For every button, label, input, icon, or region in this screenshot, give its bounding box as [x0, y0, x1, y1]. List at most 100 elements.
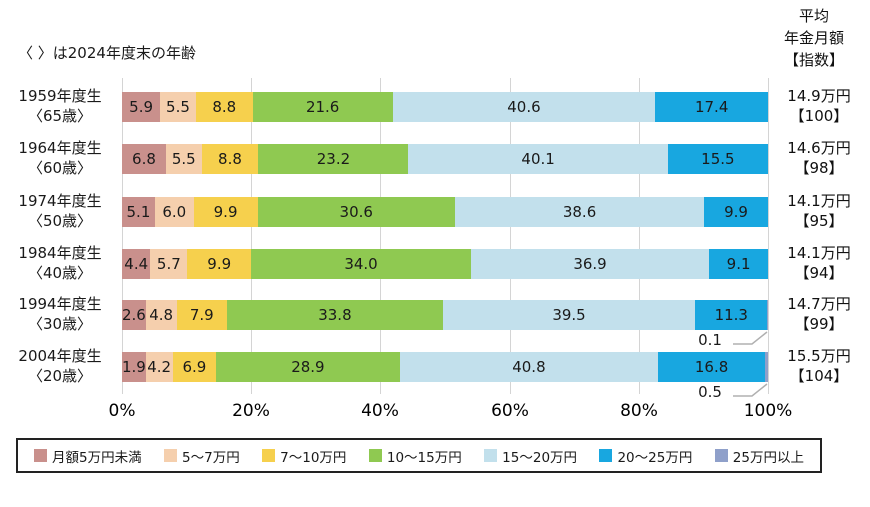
avg-amount: 14.1万円	[787, 244, 851, 262]
bar-1964: 6.8 5.5 8.8 23.2 40.1 15.5	[122, 144, 768, 174]
bar-segment: 39.5	[442, 300, 696, 330]
callout-1994: 0.1	[698, 331, 722, 349]
bar-segment: 6.0	[154, 197, 194, 227]
segment-value: 5.9	[129, 98, 154, 116]
avg-amount: 14.6万円	[787, 139, 851, 157]
segment-value: 39.5	[552, 306, 586, 324]
bar-segment: 5.5	[165, 144, 202, 174]
segment-value: 9.1	[726, 255, 751, 273]
bar-segment: 8.8	[195, 92, 253, 122]
bar-segment: 40.8	[399, 352, 659, 382]
bar-segment: 4.4	[122, 249, 151, 279]
category-year: 1994年度生	[18, 295, 102, 313]
segment-value: 5.7	[156, 255, 181, 273]
legend-swatch-icon	[368, 449, 382, 462]
bar-1974: 5.1 6.0 9.9 30.6 38.6 9.9	[122, 197, 768, 227]
legend-swatch-icon	[599, 449, 613, 462]
segment-value: 2.6	[122, 306, 146, 324]
legend-label: 10〜15万円	[386, 449, 462, 466]
category-label-1959: 1959年度生 〈65歳〉	[2, 86, 118, 127]
legend-item-under-5: 月額5万円未満	[34, 446, 142, 466]
segment-value: 8.8	[218, 150, 242, 168]
bar-segment: 5.9	[122, 92, 161, 122]
legend-swatch-icon	[164, 449, 178, 462]
segment-value: 5.5	[166, 98, 190, 116]
segment-value: 17.4	[694, 98, 729, 116]
avg-index: 【95】	[794, 212, 844, 231]
avg-index: 【100】	[789, 107, 849, 126]
legend-item-10-15: 10〜15万円	[368, 446, 462, 466]
avg-header-line1: 平均	[798, 7, 829, 25]
avg-label-1959: 14.9万円 【100】	[770, 86, 868, 127]
avg-index: 【104】	[789, 367, 849, 386]
bar-segment: 36.9	[470, 249, 710, 279]
segment-value: 9.9	[207, 255, 232, 273]
segment-value: 8.8	[212, 98, 237, 116]
gridline-20	[251, 78, 252, 394]
bar-segment: 9.1	[709, 249, 768, 279]
segment-value: 5.5	[171, 150, 196, 168]
bar-segment: 2.6	[122, 300, 146, 330]
avg-label-1964: 14.6万円 【98】	[770, 138, 868, 179]
legend-item-5-7: 5〜7万円	[164, 446, 240, 466]
bar-segment: 34.0	[251, 249, 471, 279]
bar-segment: 17.4	[655, 92, 768, 122]
segment-value: 6.9	[182, 358, 207, 376]
segment-value: 21.6	[305, 98, 340, 116]
bar-segment: 8.8	[201, 144, 259, 174]
bar-2004: 1.9 4.2 6.9 28.9 40.8 16.8	[122, 352, 769, 382]
bar-segment: 6.8	[122, 144, 166, 174]
segment-value: 9.9	[213, 203, 238, 221]
avg-label-1994: 14.7万円 【99】	[770, 294, 868, 335]
segment-value: 38.6	[562, 203, 597, 221]
bar-segment	[764, 352, 769, 382]
bar-1984: 4.4 5.7 9.9 34.0 36.9 9.1	[122, 249, 768, 279]
bar-segment	[767, 300, 768, 330]
bar-1959: 5.9 5.5 8.8 21.6 40.6 17.4	[122, 92, 768, 122]
segment-value: 34.0	[344, 255, 378, 273]
legend-label: 月額5万円未満	[52, 449, 142, 466]
category-label-1974: 1974年度生 〈50歳〉	[2, 191, 118, 232]
category-age: 〈40歳〉	[27, 264, 93, 283]
legend-label: 25万円以上	[732, 449, 804, 466]
category-year: 1959年度生	[18, 87, 102, 105]
bar-segment: 28.9	[216, 352, 400, 382]
segment-value: 40.1	[521, 150, 555, 168]
legend-label: 15〜20万円	[502, 449, 578, 466]
legend-swatch-icon	[262, 449, 276, 462]
category-year: 1974年度生	[18, 192, 102, 210]
bar-segment: 9.9	[704, 197, 768, 227]
segment-value: 40.6	[507, 98, 541, 116]
bar-1994: 2.6 4.8 7.9 33.8 39.5 11.3	[122, 300, 768, 330]
segment-value: 6.0	[162, 203, 187, 221]
segment-value: 30.6	[339, 203, 373, 221]
legend-label: 5〜7万円	[182, 449, 240, 466]
avg-amount: 14.1万円	[787, 192, 851, 210]
avg-label-1984: 14.1万円 【94】	[770, 243, 868, 284]
category-year: 2004年度生	[18, 347, 102, 365]
legend-label: 20〜25万円	[617, 449, 693, 466]
x-tick-20: 20%	[232, 401, 270, 421]
avg-index: 【94】	[794, 264, 844, 283]
category-label-2004: 2004年度生 〈20歳〉	[2, 346, 118, 387]
bar-segment: 5.7	[150, 249, 188, 279]
gridline-0	[122, 78, 123, 394]
segment-value: 23.2	[316, 150, 351, 168]
bar-segment: 4.2	[145, 352, 173, 382]
legend-swatch-icon	[714, 449, 728, 462]
bar-segment: 30.6	[257, 197, 455, 227]
category-year: 1984年度生	[18, 244, 102, 262]
x-tick-80: 80%	[620, 401, 658, 421]
x-tick-100: 100%	[743, 401, 793, 421]
x-tick-40: 40%	[361, 401, 399, 421]
segment-value: 6.8	[132, 150, 156, 168]
gridline-80	[639, 78, 640, 394]
avg-amount: 15.5万円	[787, 347, 851, 365]
avg-index: 【98】	[794, 159, 844, 178]
segment-value: 4.4	[124, 255, 149, 273]
avg-header-line3: 【指数】	[783, 50, 844, 69]
avg-header-line2: 年金月額	[783, 28, 844, 47]
category-year: 1964年度生	[18, 139, 102, 157]
bar-segment: 40.6	[392, 92, 656, 122]
